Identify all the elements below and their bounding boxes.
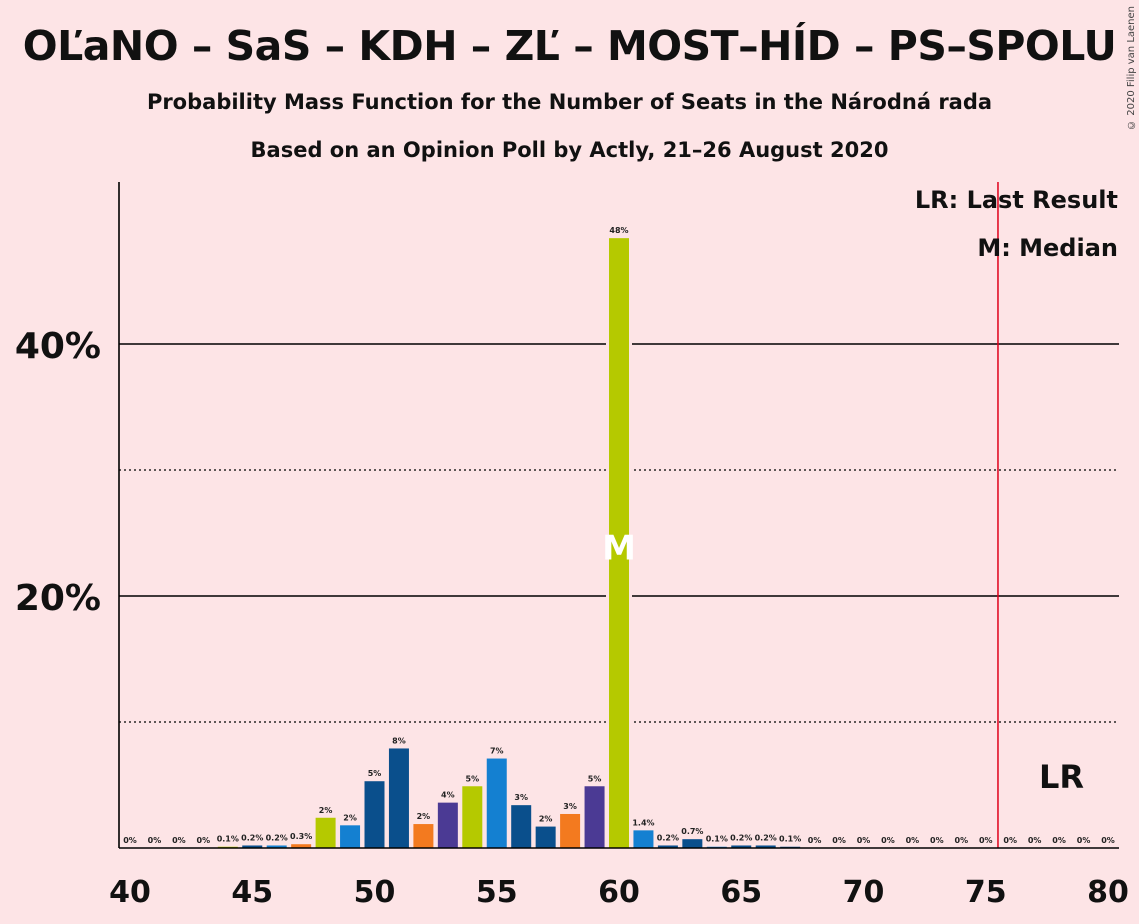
bar-value-label: 5%: [466, 774, 480, 783]
bar-value-label: 3%: [563, 802, 577, 811]
y-tick-label: 40%: [15, 326, 101, 367]
bar-value-label: 0%: [1028, 836, 1042, 845]
bar-value-label: 0%: [1101, 836, 1115, 845]
bar-value-label: 0%: [857, 836, 871, 845]
bar-value-label: 0%: [808, 836, 822, 845]
bar-value-label: 0.2%: [755, 833, 777, 842]
bar-value-label: 8%: [392, 736, 406, 745]
x-tick-label: 70: [843, 875, 885, 910]
bar-value-label: 5%: [368, 769, 382, 778]
bar-value-label: 0%: [1077, 836, 1091, 845]
bar-value-label: 0.2%: [730, 833, 752, 842]
bar-value-label: 0%: [979, 836, 993, 845]
bar-value-label: 3%: [514, 793, 528, 802]
bar-value-label: 0.1%: [706, 835, 728, 844]
bar-value-label: 0%: [906, 836, 920, 845]
bar-seats-47: [291, 844, 312, 848]
bar-value-label: 0.3%: [290, 832, 312, 841]
bar-value-label: 0.7%: [681, 827, 703, 836]
bar-seats-63: [682, 839, 703, 848]
bar-seats-52: [413, 824, 434, 848]
x-tick-label: 50: [354, 875, 396, 910]
x-tick-label: 45: [231, 875, 273, 910]
bar-seats-55: [486, 758, 507, 848]
x-tick-label: 65: [720, 875, 762, 910]
bar-value-label: 0%: [1003, 836, 1017, 845]
bar-value-label: 0.2%: [266, 833, 288, 842]
bar-seats-46: [266, 845, 287, 848]
bar-value-label: 0.1%: [779, 835, 801, 844]
x-tick-label: 55: [476, 875, 518, 910]
bar-value-label: 0.2%: [657, 833, 679, 842]
bar-seats-65: [731, 845, 752, 848]
bar-value-label: 5%: [588, 774, 602, 783]
bar-value-label: 0%: [1052, 836, 1066, 845]
bar-value-label: 2%: [417, 812, 431, 821]
bar-seats-50: [364, 781, 385, 848]
x-tick-label: 40: [109, 875, 151, 910]
bar-seats-51: [388, 748, 409, 848]
bar-value-label: 7%: [490, 747, 504, 756]
bar-value-label: 1.4%: [632, 818, 654, 827]
bar-value-label: 0%: [148, 836, 162, 845]
bar-seats-53: [437, 802, 458, 848]
last-result-marker: LR: [1039, 758, 1084, 796]
bar-seats-58: [560, 813, 581, 848]
bar-value-label: 0.1%: [217, 835, 239, 844]
bar-seats-49: [340, 825, 361, 848]
bar-value-label: 2%: [319, 806, 333, 815]
bar-value-label: 0%: [172, 836, 186, 845]
legend-last-result: LR: Last Result: [914, 186, 1118, 214]
x-tick-label: 80: [1087, 875, 1129, 910]
bar-seats-59: [584, 786, 605, 848]
chart-subtitle: Probability Mass Function for the Number…: [146, 90, 993, 114]
median-marker: M: [602, 529, 636, 569]
bar-value-label: 2%: [539, 815, 553, 824]
bar-seats-62: [657, 845, 678, 848]
bar-value-label: 0%: [881, 836, 895, 845]
bar-seats-45: [242, 845, 263, 848]
bar-value-label: 2%: [343, 813, 357, 822]
x-tick-label: 60: [598, 875, 640, 910]
bar-value-label: 0%: [955, 836, 969, 845]
bar-value-label: 0%: [832, 836, 846, 845]
bar-value-label: 48%: [609, 226, 628, 235]
chart-title: OĽaNO – SaS – KDH – ZĽ – MOST–HÍD – PS–S…: [22, 22, 1117, 70]
bar-seats-57: [535, 826, 556, 848]
bar-value-label: 0%: [123, 836, 137, 845]
bar-seats-56: [511, 805, 532, 848]
bar-value-label: 0%: [930, 836, 944, 845]
bar-seats-48: [315, 817, 336, 848]
chart-subtitle-source: Based on an Opinion Poll by Actly, 21–26…: [250, 138, 889, 162]
bar-seats-66: [755, 845, 776, 848]
bar-seats-54: [462, 786, 483, 848]
bar-value-label: 0.2%: [241, 833, 263, 842]
legend-median: M: Median: [977, 234, 1118, 262]
y-tick-label: 20%: [15, 578, 101, 619]
bar-value-label: 4%: [441, 791, 455, 800]
bar-seats-61: [633, 830, 654, 848]
x-tick-label: 75: [965, 875, 1007, 910]
bar-value-label: 0%: [197, 836, 211, 845]
